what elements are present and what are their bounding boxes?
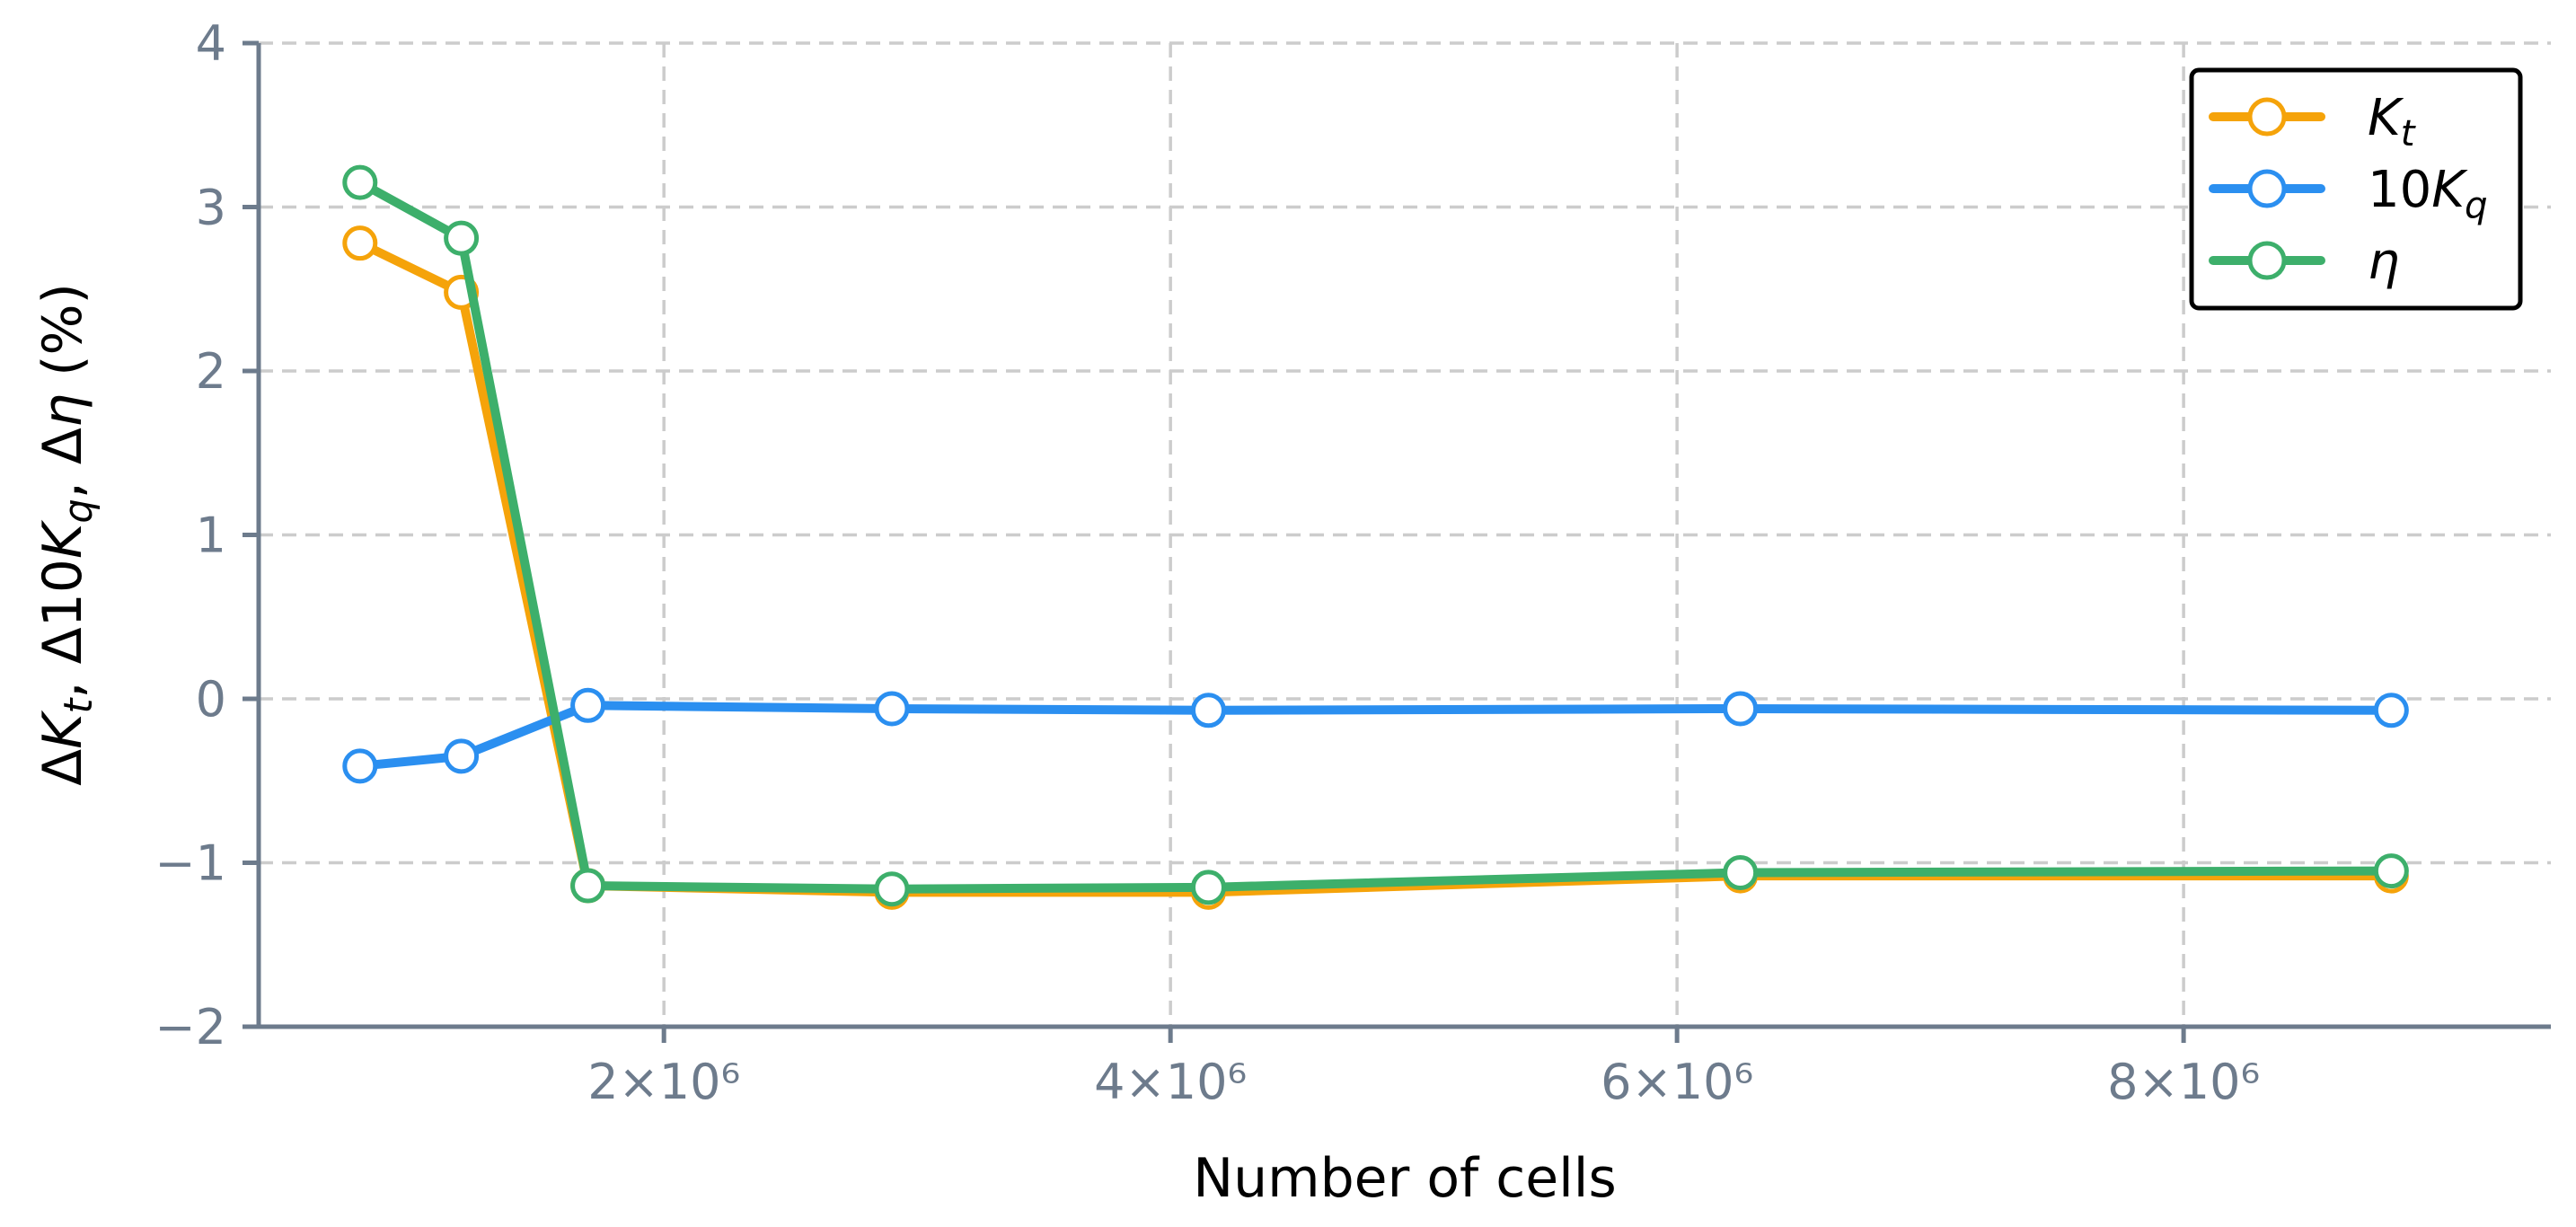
legend-entry: Kt​ xyxy=(2209,89,2417,154)
series-2 xyxy=(342,164,2409,907)
legend-marker xyxy=(2247,97,2287,137)
data-point xyxy=(342,225,378,261)
y-tick-label: −2 xyxy=(154,999,226,1055)
legend-marker xyxy=(2247,241,2287,280)
data-point xyxy=(874,691,910,727)
legend-label: Kt​ xyxy=(2368,89,2417,154)
data-point xyxy=(1190,869,1226,905)
grid xyxy=(259,41,2551,1027)
y-tick-label: 3 xyxy=(196,180,226,236)
legend-entry: 10Kq​ xyxy=(2209,161,2488,226)
y-axis-title: ΔKt​, Δ10Kq​, Δη (%) xyxy=(31,283,101,786)
data-point xyxy=(570,868,606,904)
x-axis-title: Number of cells xyxy=(1193,1147,1617,1210)
y-tick-label: 0 xyxy=(196,671,226,728)
data-point xyxy=(1723,854,1759,890)
data-point xyxy=(342,164,378,200)
y-tick-label: 1 xyxy=(196,508,226,564)
tick-labels: −2 −1 0 1 2 3 4 2×10⁶ 4×10⁶ 6×10⁶ 8×10⁶ xyxy=(154,15,2260,1110)
legend: Kt​ 10Kq​ η xyxy=(2189,67,2523,311)
series-0 xyxy=(342,225,2409,910)
legend-entry: η xyxy=(2209,233,2400,291)
data-point xyxy=(874,871,910,907)
y-tick-label: 4 xyxy=(196,15,226,72)
x-tick-label: 4×10⁶ xyxy=(1094,1054,1247,1110)
data-point xyxy=(570,687,606,723)
legend-label: 10Kq​ xyxy=(2368,161,2488,226)
legend-marker xyxy=(2247,169,2287,208)
data-point xyxy=(1723,691,1759,727)
data-point xyxy=(2373,693,2409,728)
x-tick-label: 6×10⁶ xyxy=(1601,1054,1753,1110)
data-point xyxy=(2373,853,2409,889)
y-tick-label: 2 xyxy=(196,343,226,400)
data-point xyxy=(444,738,480,774)
x-tick-label: 2×10⁶ xyxy=(587,1054,740,1110)
data-point xyxy=(342,748,378,784)
series xyxy=(342,164,2409,910)
data-point xyxy=(1190,693,1226,728)
legend-label: η xyxy=(2368,233,2400,291)
data-point xyxy=(444,220,480,256)
x-tick-label: 8×10⁶ xyxy=(2107,1054,2260,1110)
y-tick-label: −1 xyxy=(154,835,226,892)
series-1 xyxy=(342,687,2409,784)
